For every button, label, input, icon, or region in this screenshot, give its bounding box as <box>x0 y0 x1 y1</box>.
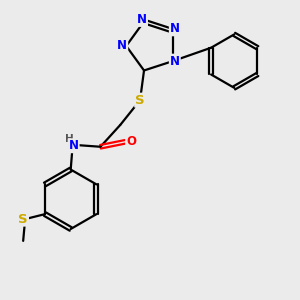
Text: S: S <box>135 94 145 107</box>
Text: N: N <box>137 13 147 26</box>
Text: H: H <box>65 134 74 144</box>
Text: N: N <box>69 139 79 152</box>
Text: S: S <box>18 213 28 226</box>
Text: O: O <box>126 135 136 148</box>
Text: N: N <box>170 55 180 68</box>
Text: N: N <box>170 22 180 35</box>
Text: N: N <box>117 40 127 52</box>
